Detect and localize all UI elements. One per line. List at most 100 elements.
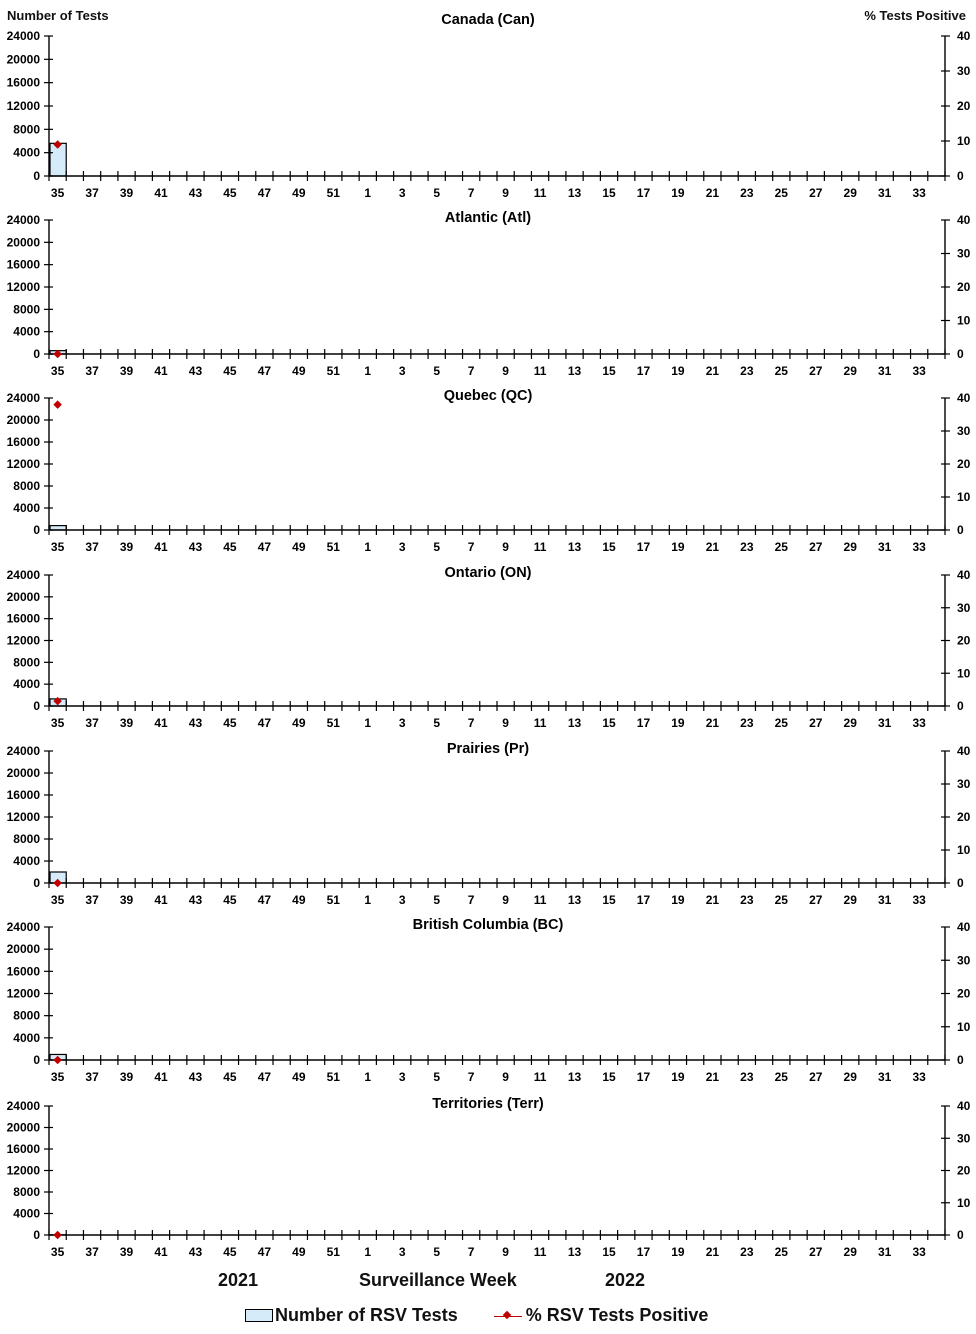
x-tick-label: 21: [706, 1070, 720, 1084]
x-tick-label: 1: [364, 186, 371, 200]
x-tick-label: 49: [292, 540, 306, 554]
x-tick-label: 17: [637, 540, 651, 554]
x-tick-label: 25: [775, 716, 789, 730]
x-axis-title: Surveillance Week: [359, 1270, 517, 1290]
left-tick-label: 20000: [7, 235, 41, 249]
right-tick-label: 30: [957, 1131, 971, 1145]
chart-panel: Prairies (Pr)240002000016000120008000400…: [7, 741, 971, 907]
x-tick-label: 13: [568, 186, 582, 200]
left-tick-label: 24000: [7, 29, 41, 43]
right-tick-label: 30: [957, 777, 971, 791]
x-tick-label: 13: [568, 893, 582, 907]
left-tick-label: 16000: [7, 76, 41, 90]
panel-title: Ontario (ON): [445, 565, 532, 581]
x-tick-label: 23: [740, 1070, 754, 1084]
x-tick-label: 21: [706, 186, 720, 200]
x-tick-label: 39: [120, 1070, 134, 1084]
x-tick-label: 37: [85, 364, 99, 378]
x-tick-label: 51: [327, 186, 341, 200]
x-tick-label: 41: [154, 893, 168, 907]
x-tick-label: 27: [809, 716, 823, 730]
x-tick-label: 13: [568, 1245, 582, 1259]
x-tick-label: 9: [502, 1070, 509, 1084]
left-tick-label: 16000: [7, 435, 41, 449]
x-tick-label: 11: [534, 1070, 547, 1084]
right-tick-label: 20: [957, 457, 971, 471]
x-tick-label: 11: [534, 186, 547, 200]
x-tick-label: 43: [189, 1245, 203, 1259]
left-tick-label: 8000: [13, 655, 40, 669]
panel-title: Quebec (QC): [444, 388, 533, 404]
x-tick-label: 31: [878, 716, 892, 730]
x-tick-label: 21: [706, 1245, 720, 1259]
x-tick-label: 33: [912, 1070, 926, 1084]
x-tick-label: 3: [399, 716, 406, 730]
left-tick-label: 0: [33, 347, 40, 361]
x-tick-label: 35: [51, 716, 65, 730]
x-tick-label: 31: [878, 186, 892, 200]
x-tick-label: 3: [399, 1070, 406, 1084]
left-tick-label: 16000: [7, 612, 41, 626]
x-tick-label: 25: [775, 1070, 789, 1084]
x-tick-label: 23: [740, 893, 754, 907]
x-tick-label: 35: [51, 364, 65, 378]
x-tick-label: 37: [85, 716, 99, 730]
x-tick-label: 7: [468, 1070, 475, 1084]
left-tick-label: 4000: [13, 1207, 40, 1221]
x-tick-label: 43: [189, 1070, 203, 1084]
x-tick-label: 41: [154, 716, 168, 730]
x-tick-label: 47: [258, 186, 272, 200]
left-tick-label: 24000: [7, 1099, 41, 1113]
x-tick-label: 33: [912, 1245, 926, 1259]
x-tick-label: 45: [223, 893, 237, 907]
left-tick-label: 20000: [7, 413, 41, 427]
x-tick-label: 27: [809, 186, 823, 200]
right-tick-label: 20: [957, 1164, 971, 1178]
right-tick-label: 10: [957, 666, 971, 680]
right-tick-label: 20: [957, 987, 971, 1001]
x-tick-label: 11: [534, 716, 547, 730]
x-tick-label: 21: [706, 364, 720, 378]
x-tick-label: 33: [912, 186, 926, 200]
left-tick-label: 16000: [7, 964, 41, 978]
x-tick-label: 25: [775, 540, 789, 554]
x-tick-label: 5: [433, 1245, 440, 1259]
x-tick-label: 7: [468, 893, 475, 907]
x-tick-label: 25: [775, 186, 789, 200]
left-tick-label: 16000: [7, 258, 41, 272]
x-tick-label: 29: [844, 716, 858, 730]
x-tick-label: 5: [433, 893, 440, 907]
left-tick-label: 0: [33, 699, 40, 713]
x-tick-label: 33: [912, 364, 926, 378]
right-tick-label: 0: [957, 699, 964, 713]
x-tick-label: 21: [706, 893, 720, 907]
x-tick-label: 47: [258, 893, 272, 907]
x-tick-label: 15: [602, 186, 616, 200]
x-tick-label: 47: [258, 1070, 272, 1084]
chart-panel: British Columbia (BC)2400020000160001200…: [7, 917, 971, 1084]
x-tick-label: 9: [502, 364, 509, 378]
x-tick-label: 1: [364, 364, 371, 378]
x-tick-label: 45: [223, 1070, 237, 1084]
x-tick-label: 9: [502, 893, 509, 907]
x-tick-label: 41: [154, 1070, 168, 1084]
x-tick-label: 45: [223, 540, 237, 554]
chart-panel: Quebec (QC) 24000 20000 16000 12000 8000 4000 0…: [7, 388, 971, 554]
x-tick-label: 25: [775, 893, 789, 907]
x-tick-label: 3: [399, 540, 406, 554]
chart-panel: Canada (Can)2400020000160001200080004000…: [7, 12, 971, 200]
left-tick-label: 8000: [13, 479, 40, 493]
left-tick-label: 12000: [7, 634, 41, 648]
left-tick-label: 0: [33, 523, 40, 537]
x-tick-label: 1: [364, 716, 371, 730]
x-tick-label: 31: [878, 364, 892, 378]
x-tick-label: 19: [671, 1245, 685, 1259]
x-tick-label: 27: [809, 1245, 823, 1259]
x-tick-label: 37: [85, 1245, 99, 1259]
x-tick-label: 7: [468, 1245, 475, 1259]
x-tick-label: 1: [364, 1070, 371, 1084]
x-tick-label: 11: [534, 893, 547, 907]
left-tick-label: 16000: [7, 788, 41, 802]
x-tick-label: 51: [327, 364, 341, 378]
